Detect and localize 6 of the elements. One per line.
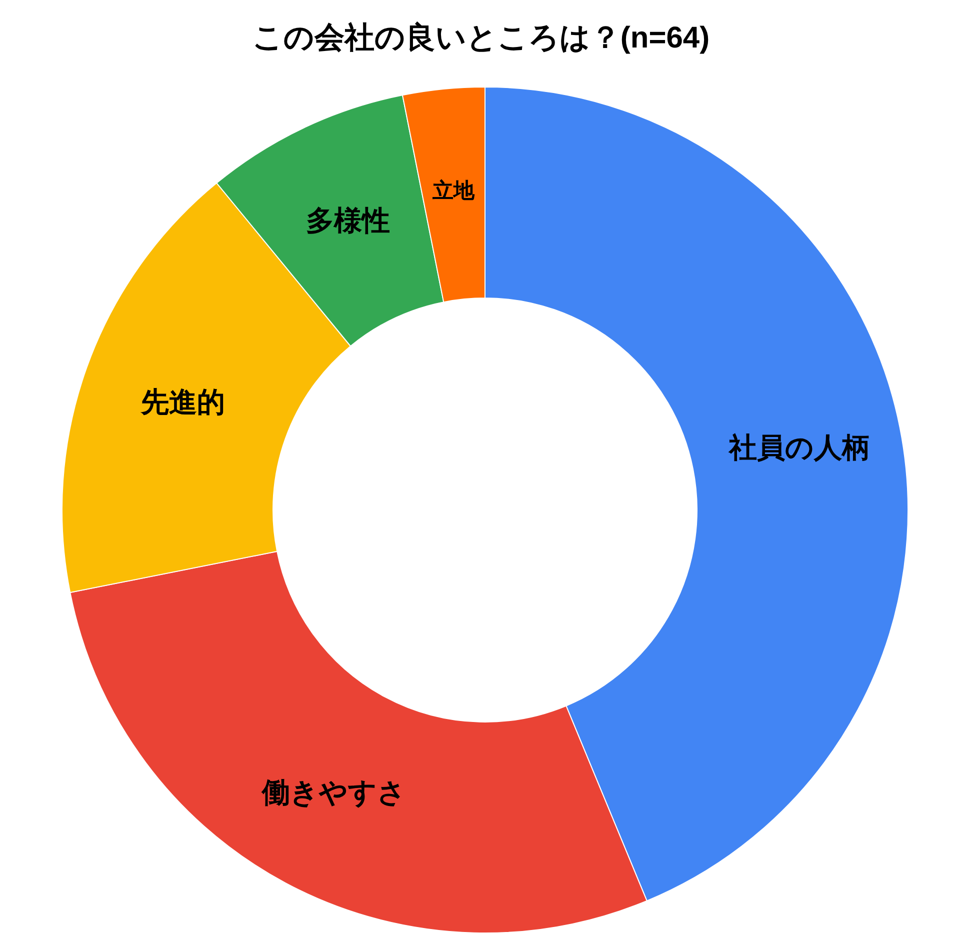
slice-label: 先進的 <box>140 386 226 418</box>
slice-label: 社員の人柄 <box>728 432 870 463</box>
slice-label: 働きやすさ <box>260 777 406 808</box>
chart-title: この会社の良いところは？(n=64) <box>252 20 710 54</box>
slice-label: 多様性 <box>306 204 390 236</box>
slice-label: 立地 <box>432 178 476 203</box>
